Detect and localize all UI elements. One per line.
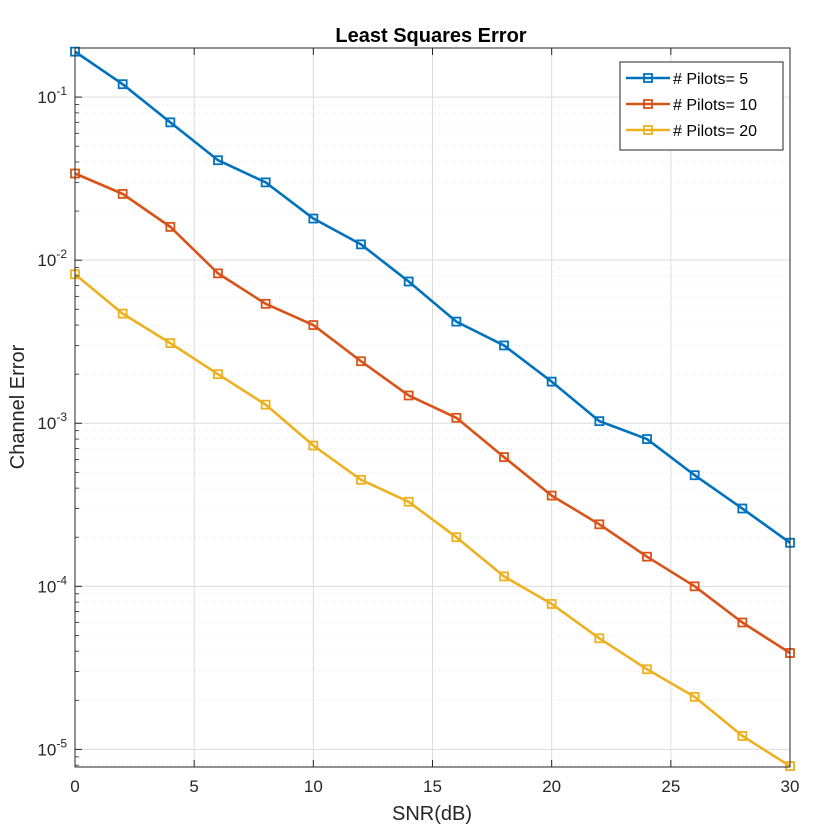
data-point	[499, 452, 509, 463]
data-point	[165, 221, 176, 232]
data-point	[403, 276, 414, 287]
data-point	[451, 316, 462, 327]
legend-entry-label: # Pilots= 5	[673, 71, 748, 88]
x-axis-ticks: 0 5 10 15 20 25 30	[70, 48, 799, 796]
data-point	[260, 399, 271, 410]
data-point	[356, 474, 366, 485]
series-1	[70, 46, 795, 548]
y-tick-label: 10-1	[37, 84, 67, 107]
data-point	[213, 155, 223, 166]
chart-title: Least Squares Error	[335, 25, 526, 47]
legend-entry-label: # Pilots= 10	[673, 97, 757, 114]
data-point	[308, 320, 319, 330]
data-point	[499, 571, 509, 582]
legend-marker	[643, 99, 653, 109]
series-line	[74, 50, 791, 544]
data-point	[642, 434, 652, 444]
y-axis-ticks: 10-1 10-2 10-3 10-4 10-5	[37, 47, 82, 766]
data-point	[403, 496, 414, 507]
data-point	[642, 551, 652, 562]
y-tick-label: 10-5	[37, 736, 67, 759]
series-3	[70, 269, 795, 771]
series-2	[70, 168, 795, 658]
data-point	[546, 599, 557, 609]
data-point	[546, 490, 557, 501]
data-point	[117, 79, 128, 90]
major-grid	[74, 48, 791, 767]
data-point	[260, 298, 271, 309]
x-tick-label: 25	[661, 777, 680, 796]
series-line	[74, 273, 791, 768]
data-point	[689, 470, 700, 481]
data-point	[213, 369, 223, 380]
series-line	[74, 172, 791, 655]
data-point	[117, 308, 128, 319]
data-point	[594, 416, 605, 427]
data-point	[403, 390, 414, 401]
data-point	[737, 617, 748, 628]
x-tick-label: 5	[189, 777, 198, 796]
legend-marker	[643, 73, 653, 83]
x-tick-label: 15	[423, 777, 442, 796]
x-tick-label: 0	[70, 777, 79, 796]
data-point	[737, 731, 748, 741]
y-tick-label: 10-2	[37, 247, 67, 270]
x-tick-label: 30	[781, 777, 800, 796]
x-axis-label: SNR(dB)	[392, 803, 472, 825]
data-point	[356, 239, 366, 250]
data-point	[546, 376, 557, 387]
data-point	[165, 338, 176, 349]
data-point	[594, 633, 605, 644]
data-point	[260, 177, 271, 188]
data-point	[308, 440, 319, 451]
data-point	[356, 356, 366, 367]
y-axis-label: Channel Error	[7, 344, 29, 469]
data-point	[117, 188, 128, 199]
data-point	[308, 213, 319, 224]
data-point	[165, 117, 176, 128]
data-point	[594, 519, 605, 530]
legend: # Pilots= 5 # Pilots= 10 # Pilots= 20	[619, 61, 784, 151]
legend-box	[619, 61, 784, 151]
data-point	[499, 340, 509, 351]
series-layer	[70, 46, 795, 771]
data-point	[451, 412, 462, 423]
legend-entry-label: # Pilots= 20	[673, 123, 757, 140]
data-point	[451, 532, 462, 543]
data-point	[689, 581, 700, 592]
data-point	[689, 691, 700, 702]
x-tick-label: 20	[542, 777, 561, 796]
x-tick-label: 10	[304, 777, 323, 796]
data-point	[213, 268, 223, 279]
y-tick-label: 10-4	[37, 573, 67, 596]
legend-marker	[643, 125, 653, 135]
data-point	[642, 664, 652, 675]
data-point	[737, 503, 748, 514]
y-tick-label: 10-3	[37, 410, 67, 433]
